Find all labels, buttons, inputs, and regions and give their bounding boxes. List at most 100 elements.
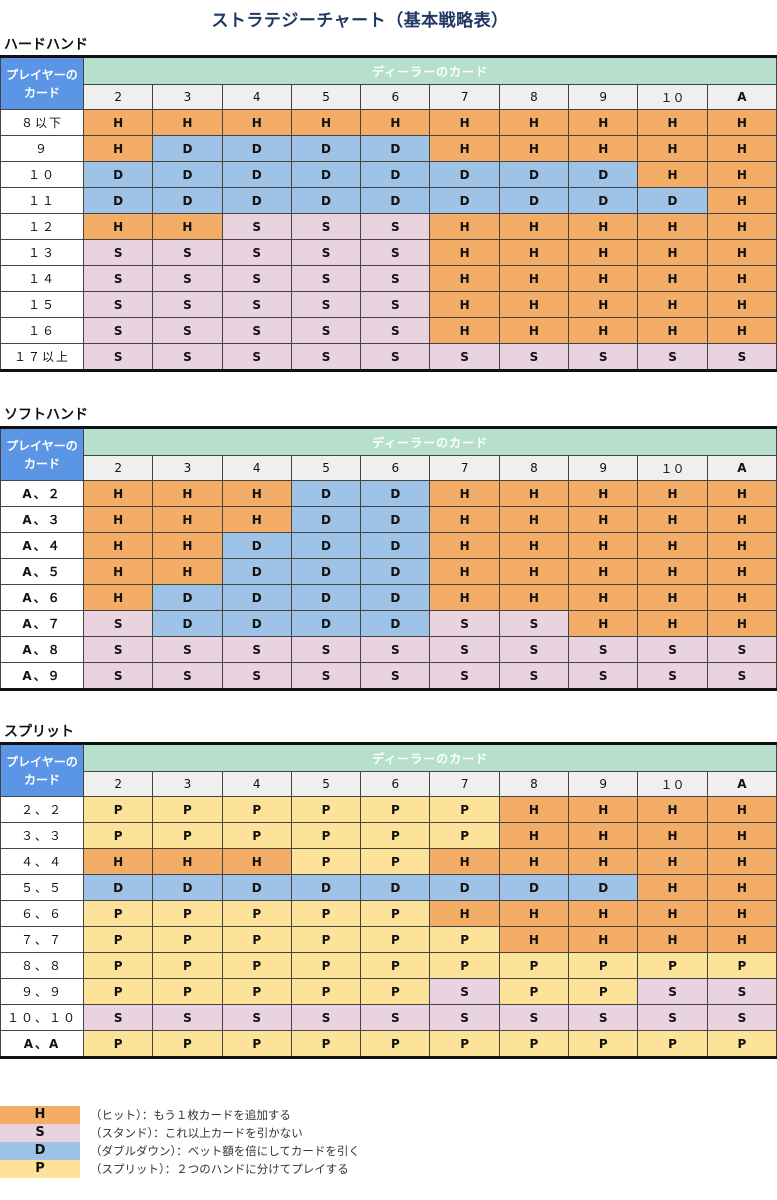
action-cell: S — [568, 636, 639, 663]
action-cell: D — [221, 135, 292, 162]
action-cell: H — [706, 187, 777, 214]
action-cell: S — [221, 1004, 292, 1031]
legend-description: （スタンド）：これ以上カードを引かない — [90, 1126, 303, 1140]
action-cell: S — [82, 291, 154, 318]
action-cell: H — [152, 848, 223, 875]
action-cell: D — [568, 874, 639, 901]
action-cell: D — [290, 532, 362, 559]
table-row: ８以下 H H H H H H H H H H — [0, 109, 777, 136]
action-cell: H — [706, 506, 777, 533]
action-cell: S — [290, 1004, 362, 1031]
action-cell: H — [152, 109, 223, 136]
action-cell: H — [637, 109, 708, 136]
action-cell: P — [429, 822, 500, 849]
action-cell: S — [82, 343, 154, 371]
action-cell: H — [429, 480, 500, 507]
player-hand-label: ７、７ — [0, 926, 84, 953]
action-cell: H — [637, 213, 708, 240]
player-hand-label: ３、３ — [0, 822, 84, 849]
legend-swatch: P — [0, 1160, 80, 1178]
dealer-column-header: 5 — [290, 455, 362, 481]
action-cell: D — [152, 161, 223, 188]
action-cell: H — [498, 135, 570, 162]
action-cell: S — [706, 1004, 777, 1031]
action-cell: P — [82, 952, 154, 979]
action-cell: P — [498, 1030, 570, 1058]
action-cell: D — [221, 161, 292, 188]
action-cell: H — [82, 532, 154, 559]
action-cell: S — [637, 636, 708, 663]
action-cell: D — [152, 135, 223, 162]
action-cell: D — [360, 532, 431, 559]
action-cell: P — [360, 900, 431, 927]
action-cell: D — [290, 187, 362, 214]
action-cell: H — [498, 926, 570, 953]
action-cell: H — [429, 109, 500, 136]
dealer-column-header: 5 — [290, 771, 362, 797]
player-hand-label: A、３ — [0, 506, 84, 533]
action-cell: D — [360, 558, 431, 585]
action-cell: P — [221, 900, 292, 927]
action-cell: D — [221, 187, 292, 214]
action-cell: P — [82, 796, 154, 823]
action-cell: S — [290, 291, 362, 318]
action-cell: H — [82, 135, 154, 162]
action-cell: H — [498, 796, 570, 823]
action-cell: P — [706, 952, 777, 979]
action-cell: H — [429, 291, 500, 318]
action-cell: H — [429, 506, 500, 533]
action-cell: H — [429, 900, 500, 927]
action-cell: H — [637, 317, 708, 344]
table-row: ４、４ H H H P P H H H H H — [0, 848, 777, 875]
action-cell: S — [290, 213, 362, 240]
player-hand-label: ９、９ — [0, 978, 84, 1005]
action-cell: D — [360, 187, 431, 214]
player-card-header: プレイヤーの カード — [0, 427, 84, 481]
action-cell: D — [290, 558, 362, 585]
action-cell: P — [221, 952, 292, 979]
table-row: A、８ S S S S S S S S S S — [0, 636, 777, 663]
action-cell: S — [82, 239, 154, 266]
action-cell: S — [637, 343, 708, 371]
table-row: ６、６ P P P P P H H H H H — [0, 900, 777, 927]
dealer-card-header: ディーラーのカード — [82, 427, 777, 456]
action-cell: P — [221, 978, 292, 1005]
action-cell: D — [360, 610, 431, 637]
action-cell: S — [82, 317, 154, 344]
action-cell: H — [637, 161, 708, 188]
player-hand-label: １７以上 — [0, 343, 84, 371]
action-cell: S — [152, 317, 223, 344]
action-cell: H — [498, 900, 570, 927]
action-cell: H — [568, 135, 639, 162]
action-cell: S — [152, 239, 223, 266]
action-cell: H — [429, 532, 500, 559]
player-hand-label: １１ — [0, 187, 84, 214]
action-cell: H — [637, 291, 708, 318]
player-hand-label: １０ — [0, 161, 84, 188]
player-hand-label: ８以下 — [0, 109, 84, 136]
action-cell: S — [706, 343, 777, 371]
legend-item: H （ヒット）：もう１枚カードを追加する — [0, 1106, 360, 1124]
action-cell: D — [360, 874, 431, 901]
action-cell: D — [221, 584, 292, 611]
action-cell: H — [221, 480, 292, 507]
action-cell: H — [568, 265, 639, 292]
action-cell: H — [637, 848, 708, 875]
action-cell: D — [637, 187, 708, 214]
action-cell: H — [498, 584, 570, 611]
action-cell: S — [82, 1004, 154, 1031]
action-cell: H — [429, 848, 500, 875]
action-cell: S — [221, 636, 292, 663]
action-cell: P — [290, 1030, 362, 1058]
action-cell: H — [498, 109, 570, 136]
action-cell: P — [152, 900, 223, 927]
action-cell: H — [706, 822, 777, 849]
table-row: A、６ H D D D D H H H H H — [0, 584, 777, 611]
action-cell: H — [706, 848, 777, 875]
action-cell: D — [82, 187, 154, 214]
action-cell: H — [498, 317, 570, 344]
action-cell: S — [568, 343, 639, 371]
dealer-column-header: A — [706, 84, 777, 110]
action-cell: P — [82, 1030, 154, 1058]
